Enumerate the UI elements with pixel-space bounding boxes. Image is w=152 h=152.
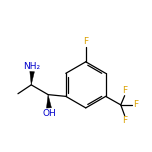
Text: F: F — [133, 100, 138, 109]
Text: F: F — [83, 37, 88, 46]
Text: F: F — [122, 86, 127, 95]
Polygon shape — [30, 71, 35, 85]
Text: NH₂: NH₂ — [23, 62, 40, 71]
Text: F: F — [122, 116, 127, 125]
Polygon shape — [47, 95, 51, 108]
Text: OH: OH — [42, 109, 56, 118]
